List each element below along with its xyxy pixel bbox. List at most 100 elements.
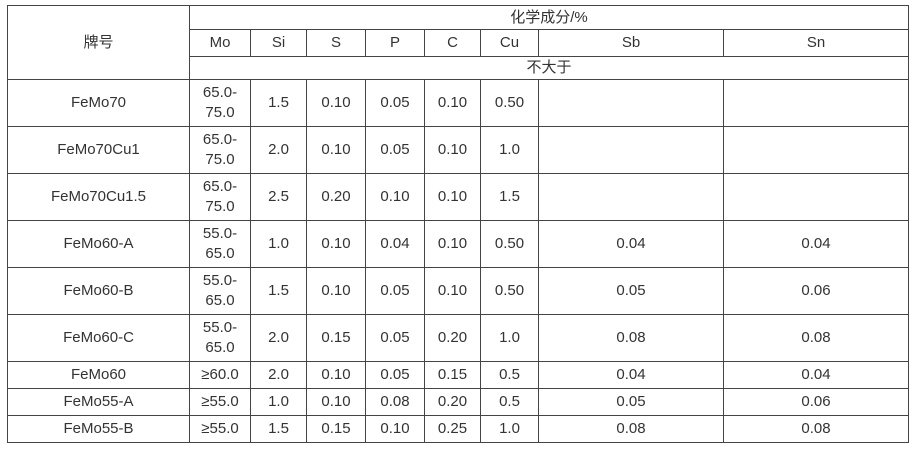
grade-cell: FeMo60-A <box>7 220 190 268</box>
si-cell: 1.5 <box>250 267 307 315</box>
s-cell: 0.10 <box>306 220 366 268</box>
c-cell: 0.15 <box>424 361 481 389</box>
c-cell: 0.10 <box>424 126 481 174</box>
sb-cell <box>538 126 724 174</box>
p-cell: 0.10 <box>365 415 425 443</box>
s-cell: 0.20 <box>306 173 366 221</box>
s-cell: 0.10 <box>306 361 366 389</box>
c-cell: 0.10 <box>424 220 481 268</box>
table-row: FeMo55-A ≥55.0 1.0 0.10 0.08 0.20 0.5 0.… <box>7 388 910 416</box>
c-cell: 0.20 <box>424 314 481 362</box>
cu-cell: 0.50 <box>480 267 539 315</box>
mo-cell: ≥60.0 <box>189 361 251 389</box>
element-header-cu: Cu <box>480 29 539 57</box>
p-cell: 0.05 <box>365 79 425 127</box>
p-cell: 0.08 <box>365 388 425 416</box>
si-cell: 1.5 <box>250 415 307 443</box>
c-cell: 0.10 <box>424 267 481 315</box>
si-cell: 2.0 <box>250 126 307 174</box>
sn-cell: 0.06 <box>722 388 910 416</box>
mo-cell: ≥55.0 <box>189 388 251 416</box>
c-cell: 0.10 <box>424 79 481 127</box>
s-cell: 0.10 <box>306 79 366 127</box>
mo-cell: 55.0-65.0 <box>189 314 251 362</box>
grade-header: 牌号 <box>7 5 190 80</box>
element-header-sn: Sn <box>722 29 910 57</box>
cu-cell: 1.0 <box>480 126 539 174</box>
composition-header: 化学成分/% <box>188 5 910 30</box>
mo-cell: 55.0-65.0 <box>189 267 251 315</box>
sb-cell <box>538 79 724 127</box>
mo-cell: 55.0-65.0 <box>189 220 251 268</box>
si-cell: 2.0 <box>250 361 307 389</box>
table-row: FeMo70 65.0-75.0 1.5 0.10 0.05 0.10 0.50 <box>7 79 910 127</box>
element-header-s: S <box>306 29 366 57</box>
chemical-composition-table: 牌号 化学成分/% Mo Si S P C Cu Sb Sn 不大于 FeMo7… <box>7 5 910 443</box>
si-cell: 1.5 <box>250 79 307 127</box>
sb-cell: 0.05 <box>538 388 724 416</box>
table-row: FeMo60 ≥60.0 2.0 0.10 0.05 0.15 0.5 0.04… <box>7 361 910 389</box>
mo-cell: 65.0-75.0 <box>189 79 251 127</box>
sb-cell: 0.05 <box>538 267 724 315</box>
s-cell: 0.15 <box>306 314 366 362</box>
si-cell: 1.0 <box>250 388 307 416</box>
grade-cell: FeMo60-B <box>7 267 190 315</box>
grade-cell: FeMo55-B <box>7 415 190 443</box>
c-cell: 0.25 <box>424 415 481 443</box>
s-cell: 0.10 <box>306 126 366 174</box>
table-row: FeMo55-B ≥55.0 1.5 0.15 0.10 0.25 1.0 0.… <box>7 415 910 443</box>
element-header-c: C <box>424 29 481 57</box>
sn-cell: 0.08 <box>722 314 910 362</box>
si-cell: 2.0 <box>250 314 307 362</box>
p-cell: 0.05 <box>365 361 425 389</box>
mo-cell: 65.0-75.0 <box>189 126 251 174</box>
grade-cell: FeMo70Cu1 <box>7 126 190 174</box>
grade-cell: FeMo70Cu1.5 <box>7 173 190 221</box>
cu-cell: 0.5 <box>480 388 539 416</box>
s-cell: 0.10 <box>306 267 366 315</box>
c-cell: 0.10 <box>424 173 481 221</box>
sb-cell: 0.08 <box>538 314 724 362</box>
mo-cell: 65.0-75.0 <box>189 173 251 221</box>
p-cell: 0.10 <box>365 173 425 221</box>
grade-cell: FeMo60 <box>7 361 190 389</box>
cu-cell: 0.50 <box>480 220 539 268</box>
mo-cell: ≥55.0 <box>189 415 251 443</box>
cu-cell: 0.50 <box>480 79 539 127</box>
element-header-si: Si <box>250 29 307 57</box>
sb-cell: 0.08 <box>538 415 724 443</box>
table-row: FeMo70Cu1.5 65.0-75.0 2.5 0.20 0.10 0.10… <box>7 173 910 221</box>
p-cell: 0.05 <box>365 126 425 174</box>
si-cell: 1.0 <box>250 220 307 268</box>
sn-cell <box>722 126 910 174</box>
sb-cell <box>538 173 724 221</box>
p-cell: 0.05 <box>365 314 425 362</box>
element-header-p: P <box>365 29 425 57</box>
element-header-sb: Sb <box>538 29 724 57</box>
p-cell: 0.05 <box>365 267 425 315</box>
sn-cell <box>722 173 910 221</box>
sn-cell: 0.08 <box>722 415 910 443</box>
c-cell: 0.20 <box>424 388 481 416</box>
table-row: FeMo70Cu1 65.0-75.0 2.0 0.10 0.05 0.10 1… <box>7 126 910 174</box>
grade-cell: FeMo55-A <box>7 388 190 416</box>
element-header-mo: Mo <box>189 29 251 57</box>
sn-cell: 0.04 <box>722 361 910 389</box>
cu-cell: 1.0 <box>480 415 539 443</box>
grade-cell: FeMo70 <box>7 79 190 127</box>
grade-cell: FeMo60-C <box>7 314 190 362</box>
sb-cell: 0.04 <box>538 220 724 268</box>
table-row: FeMo60-C 55.0-65.0 2.0 0.15 0.05 0.20 1.… <box>7 314 910 362</box>
sb-cell: 0.04 <box>538 361 724 389</box>
sn-cell <box>722 79 910 127</box>
p-cell: 0.04 <box>365 220 425 268</box>
limit-header: 不大于 <box>188 56 910 80</box>
table-row: FeMo60-B 55.0-65.0 1.5 0.10 0.05 0.10 0.… <box>7 267 910 315</box>
cu-cell: 0.5 <box>480 361 539 389</box>
sn-cell: 0.04 <box>722 220 910 268</box>
s-cell: 0.10 <box>306 388 366 416</box>
cu-cell: 1.5 <box>480 173 539 221</box>
s-cell: 0.15 <box>306 415 366 443</box>
si-cell: 2.5 <box>250 173 307 221</box>
